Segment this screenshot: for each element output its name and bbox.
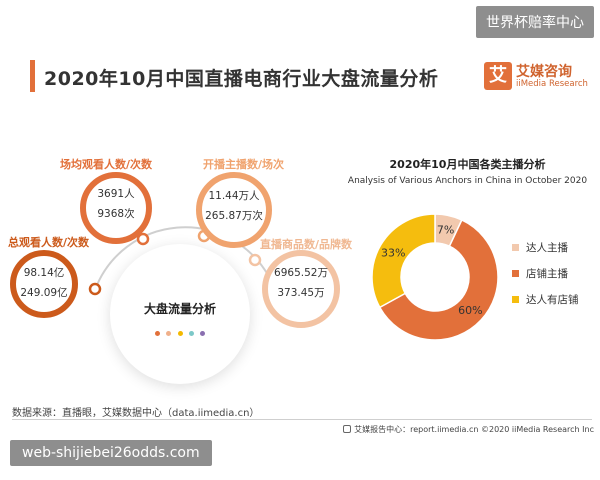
metric-bubble-anchors [196, 172, 272, 248]
center-dot-3 [177, 331, 183, 336]
connector-dot-4 [248, 253, 262, 267]
metric-value: 249.09亿 [20, 287, 68, 299]
logo-mark: 艾 [484, 62, 512, 90]
chart-title: 2020年10月中国各类主播分析 [389, 158, 546, 171]
legend-swatch [512, 295, 519, 303]
center-label: 大盘流量分析 [143, 302, 216, 316]
center-dot-2 [166, 331, 172, 336]
legend-item: 达人主播 [512, 238, 579, 256]
page-title: 2020年10月中国直播电商行业大盘流量分析 [44, 68, 439, 90]
center-dot-4 [188, 331, 194, 336]
iimedia-logo: 艾 艾媒咨询 iiMedia Research [484, 60, 594, 96]
center-dot-1 [155, 331, 160, 336]
logo-cn-text: 艾媒咨询 [516, 64, 572, 80]
center-dot-5 [200, 331, 205, 336]
chart-legend: 达人主播 店铺主播 达人有店铺 [512, 238, 579, 316]
report-icon [343, 425, 352, 433]
legend-swatch [512, 243, 519, 251]
chart-subtitle: Analysis of Various Anchors in China in … [347, 176, 588, 186]
donut-slice-label: 33% [381, 246, 405, 259]
center-dots [155, 331, 205, 337]
metric-bubble-avg-viewers [80, 172, 152, 244]
metric-value: 265.87万次 [205, 210, 263, 222]
donut-slice [371, 213, 436, 309]
legend-item: 达人有店铺 [512, 290, 579, 308]
connector-dot-1 [88, 282, 102, 296]
metric-value: 6965.52万 [274, 267, 328, 279]
donut-slice [378, 218, 499, 341]
metric-label-anchors: 开播主播数/场次 [203, 158, 285, 171]
donut-chart: 7% 60% 33% [371, 213, 499, 341]
watermark-bottom: web-shijiebei26odds.com [10, 440, 212, 466]
source-note: 数据来源：直播眼，艾媒数据中心（data.iimedia.cn） [12, 408, 260, 419]
center-circle [110, 244, 250, 384]
metric-bubble-total-viewers [10, 250, 78, 318]
metric-value: 3691人 [97, 188, 135, 200]
donut-slice-label: 7% [437, 224, 454, 237]
legend-label: 达人有店铺 [526, 293, 579, 306]
connector-dot-2 [136, 232, 150, 246]
metric-label-avg-viewers: 场均观看人数/次数 [60, 158, 153, 171]
donut-slice-label: 60% [458, 304, 482, 317]
metric-value: 11.44万人 [208, 190, 260, 202]
metric-value: 9368次 [97, 208, 135, 220]
metric-value: 373.45万 [277, 287, 325, 299]
watermark-top: 世界杯赔率中心 [476, 6, 594, 38]
metric-bubble-products [262, 250, 340, 328]
title-accent-bar [30, 60, 35, 92]
footer-text: 艾媒报告中心：report.iimedia.cn ©2020 iiMedia R… [354, 425, 594, 434]
legend-label: 店铺主播 [526, 267, 568, 280]
legend-swatch [512, 269, 519, 277]
footer-divider [12, 419, 592, 420]
metric-label-products: 直播商品数/品牌数 [260, 238, 353, 251]
footer-note: 艾媒报告中心：report.iimedia.cn ©2020 iiMedia R… [343, 424, 594, 435]
logo-en-text: iiMedia Research [516, 79, 588, 89]
legend-label: 达人主播 [526, 241, 568, 254]
legend-item: 店铺主播 [512, 264, 579, 282]
metric-label-total-viewers: 总观看人数/次数 [8, 236, 90, 249]
metric-value: 98.14亿 [23, 267, 65, 279]
